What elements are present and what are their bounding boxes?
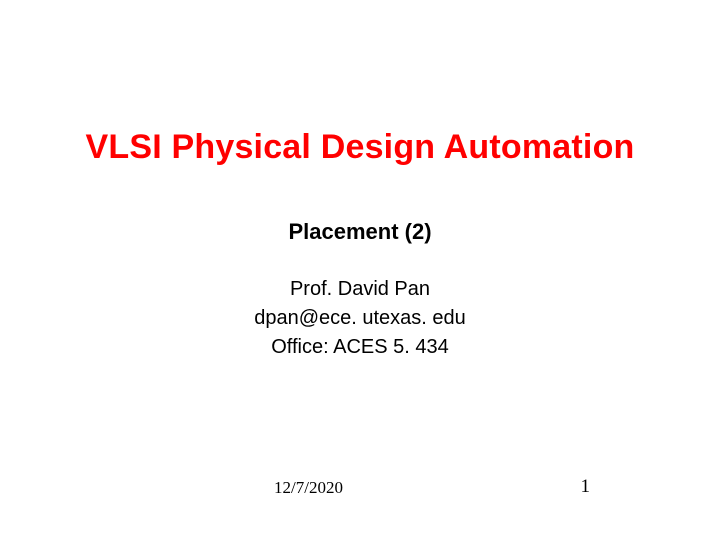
author-block: Prof. David Pan dpan@ece. utexas. edu Of… — [0, 275, 720, 362]
author-email: dpan@ece. utexas. edu — [0, 304, 720, 333]
slide-subtitle: Placement (2) — [0, 219, 720, 245]
footer-date: 12/7/2020 — [274, 478, 343, 498]
author-office: Office: ACES 5. 434 — [0, 333, 720, 362]
slide-container: VLSI Physical Design Automation Placemen… — [0, 0, 720, 540]
author-name: Prof. David Pan — [0, 275, 720, 304]
slide-title: VLSI Physical Design Automation — [0, 128, 720, 167]
footer-page-number: 1 — [581, 476, 591, 498]
